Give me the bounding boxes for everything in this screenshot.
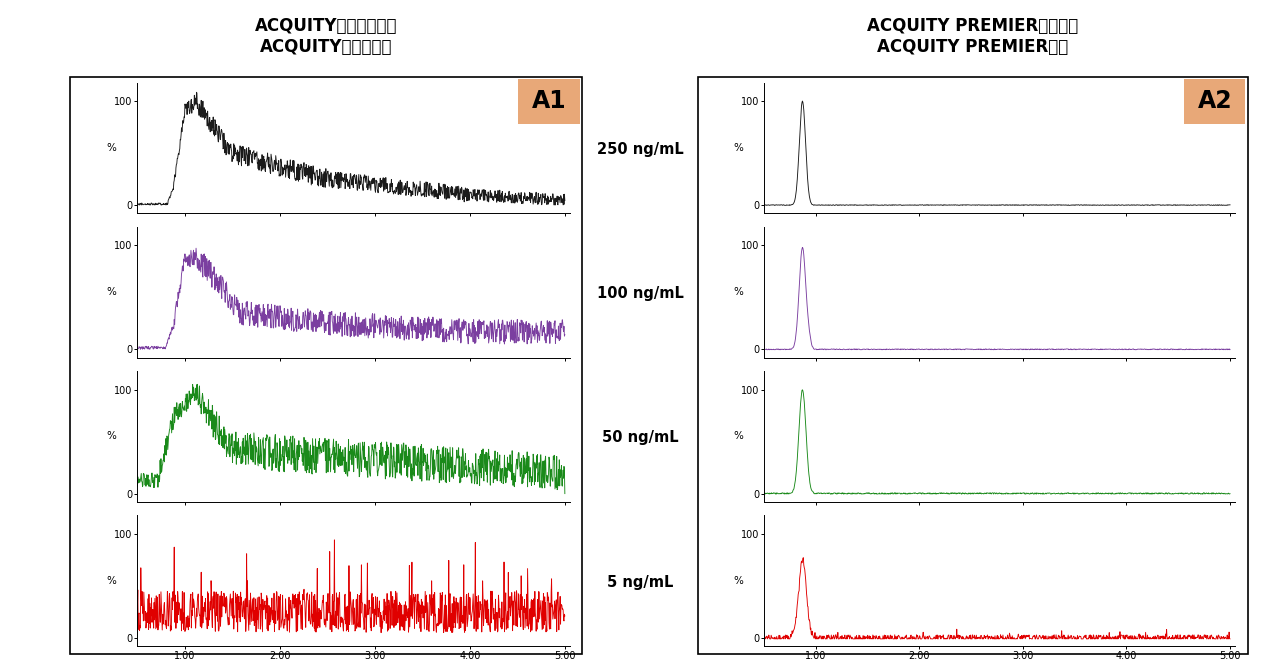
Text: A2: A2 — [1197, 89, 1233, 113]
Y-axis label: %: % — [106, 287, 116, 297]
Text: 5 ng/mL: 5 ng/mL — [607, 574, 673, 590]
Y-axis label: %: % — [106, 143, 116, 153]
Y-axis label: %: % — [106, 431, 116, 442]
Text: 100 ng/mL: 100 ng/mL — [596, 286, 684, 301]
Y-axis label: %: % — [733, 576, 744, 586]
Y-axis label: %: % — [733, 143, 744, 153]
Text: ACQUITY标准色谱柱和
ACQUITY不锈锤系统: ACQUITY标准色谱柱和 ACQUITY不锈锤系统 — [255, 17, 398, 56]
Y-axis label: %: % — [733, 287, 744, 297]
Text: ACQUITY PREMIER色谱柱和
ACQUITY PREMIER系统: ACQUITY PREMIER色谱柱和 ACQUITY PREMIER系统 — [867, 17, 1079, 56]
Y-axis label: %: % — [733, 431, 744, 442]
Y-axis label: %: % — [106, 576, 116, 586]
Text: 250 ng/mL: 250 ng/mL — [596, 142, 684, 157]
Text: 50 ng/mL: 50 ng/mL — [602, 430, 678, 446]
Text: A1: A1 — [531, 89, 567, 113]
